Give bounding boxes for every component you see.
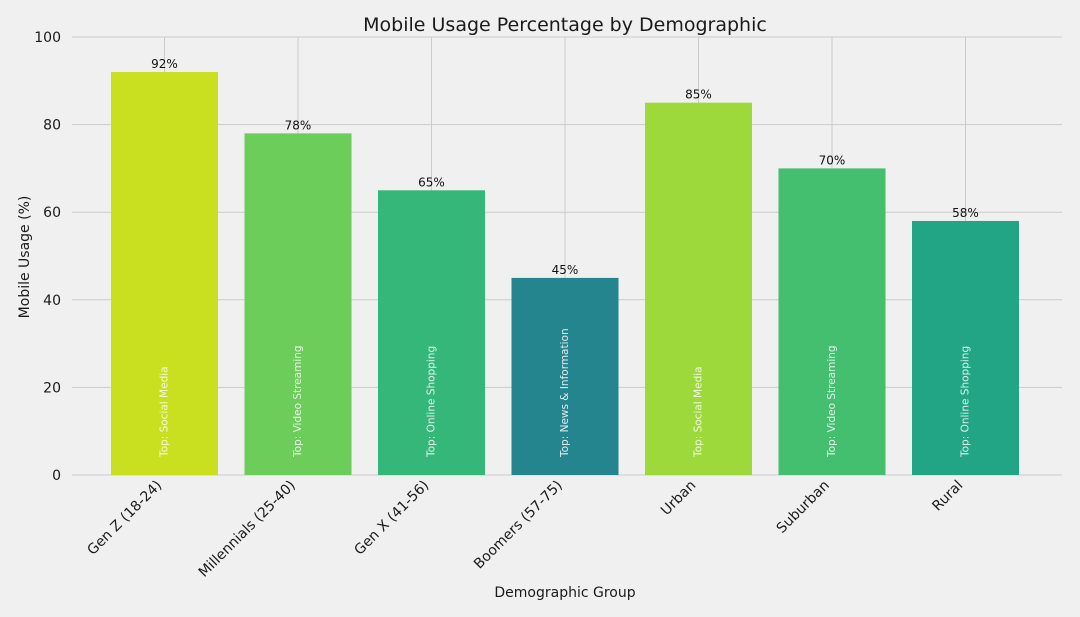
bar [378, 190, 485, 476]
bar [645, 102, 752, 475]
x-tick-label: Millennials (25-40) [196, 478, 299, 581]
bar [912, 220, 1019, 475]
bar-annotation: Top: Online Shopping [426, 346, 438, 458]
bar-value-label: 45% [552, 263, 579, 277]
y-tick-label: 0 [52, 468, 61, 484]
y-axis-title: Mobile Usage (%) [17, 196, 33, 319]
bar-annotation: Top: Social Media [693, 366, 705, 458]
bar-annotation: Top: Video Streaming [826, 345, 838, 458]
bar-annotation: Top: Video Streaming [292, 345, 304, 458]
x-tick-label: Rural [929, 478, 966, 515]
y-tick-label: 40 [43, 293, 61, 309]
x-tick-label: Gen X (41-56) [351, 478, 432, 559]
x-axis-title: Demographic Group [494, 585, 635, 601]
bar [244, 133, 352, 476]
chart-title: Mobile Usage Percentage by Demographic [363, 14, 767, 36]
x-tick-label: Urban [658, 478, 699, 519]
bars [111, 72, 1019, 476]
bar [511, 277, 619, 475]
bar-value-label: 70% [819, 153, 846, 167]
x-tick-label: Boomers (57-75) [471, 478, 566, 573]
bar [111, 72, 218, 475]
bar-value-label: 58% [952, 206, 979, 220]
bar-value-label: 78% [285, 118, 312, 132]
bar-value-label: 92% [151, 57, 178, 71]
y-tick-label: 20 [43, 380, 61, 396]
bar-value-label: 65% [418, 175, 445, 189]
bar-annotation: Top: Social Media [159, 366, 171, 458]
bar-annotation: Top: News & Information [559, 328, 571, 458]
y-tick-label: 100 [34, 30, 61, 46]
bar [778, 168, 886, 475]
x-tick-label: Suburban [774, 478, 833, 537]
y-tick-label: 80 [43, 118, 61, 134]
y-tick-label: 60 [43, 205, 61, 221]
bar-annotation: Top: Online Shopping [960, 346, 972, 458]
x-tick-label: Gen Z (18-24) [84, 478, 165, 559]
bar-value-label: 85% [685, 88, 712, 102]
